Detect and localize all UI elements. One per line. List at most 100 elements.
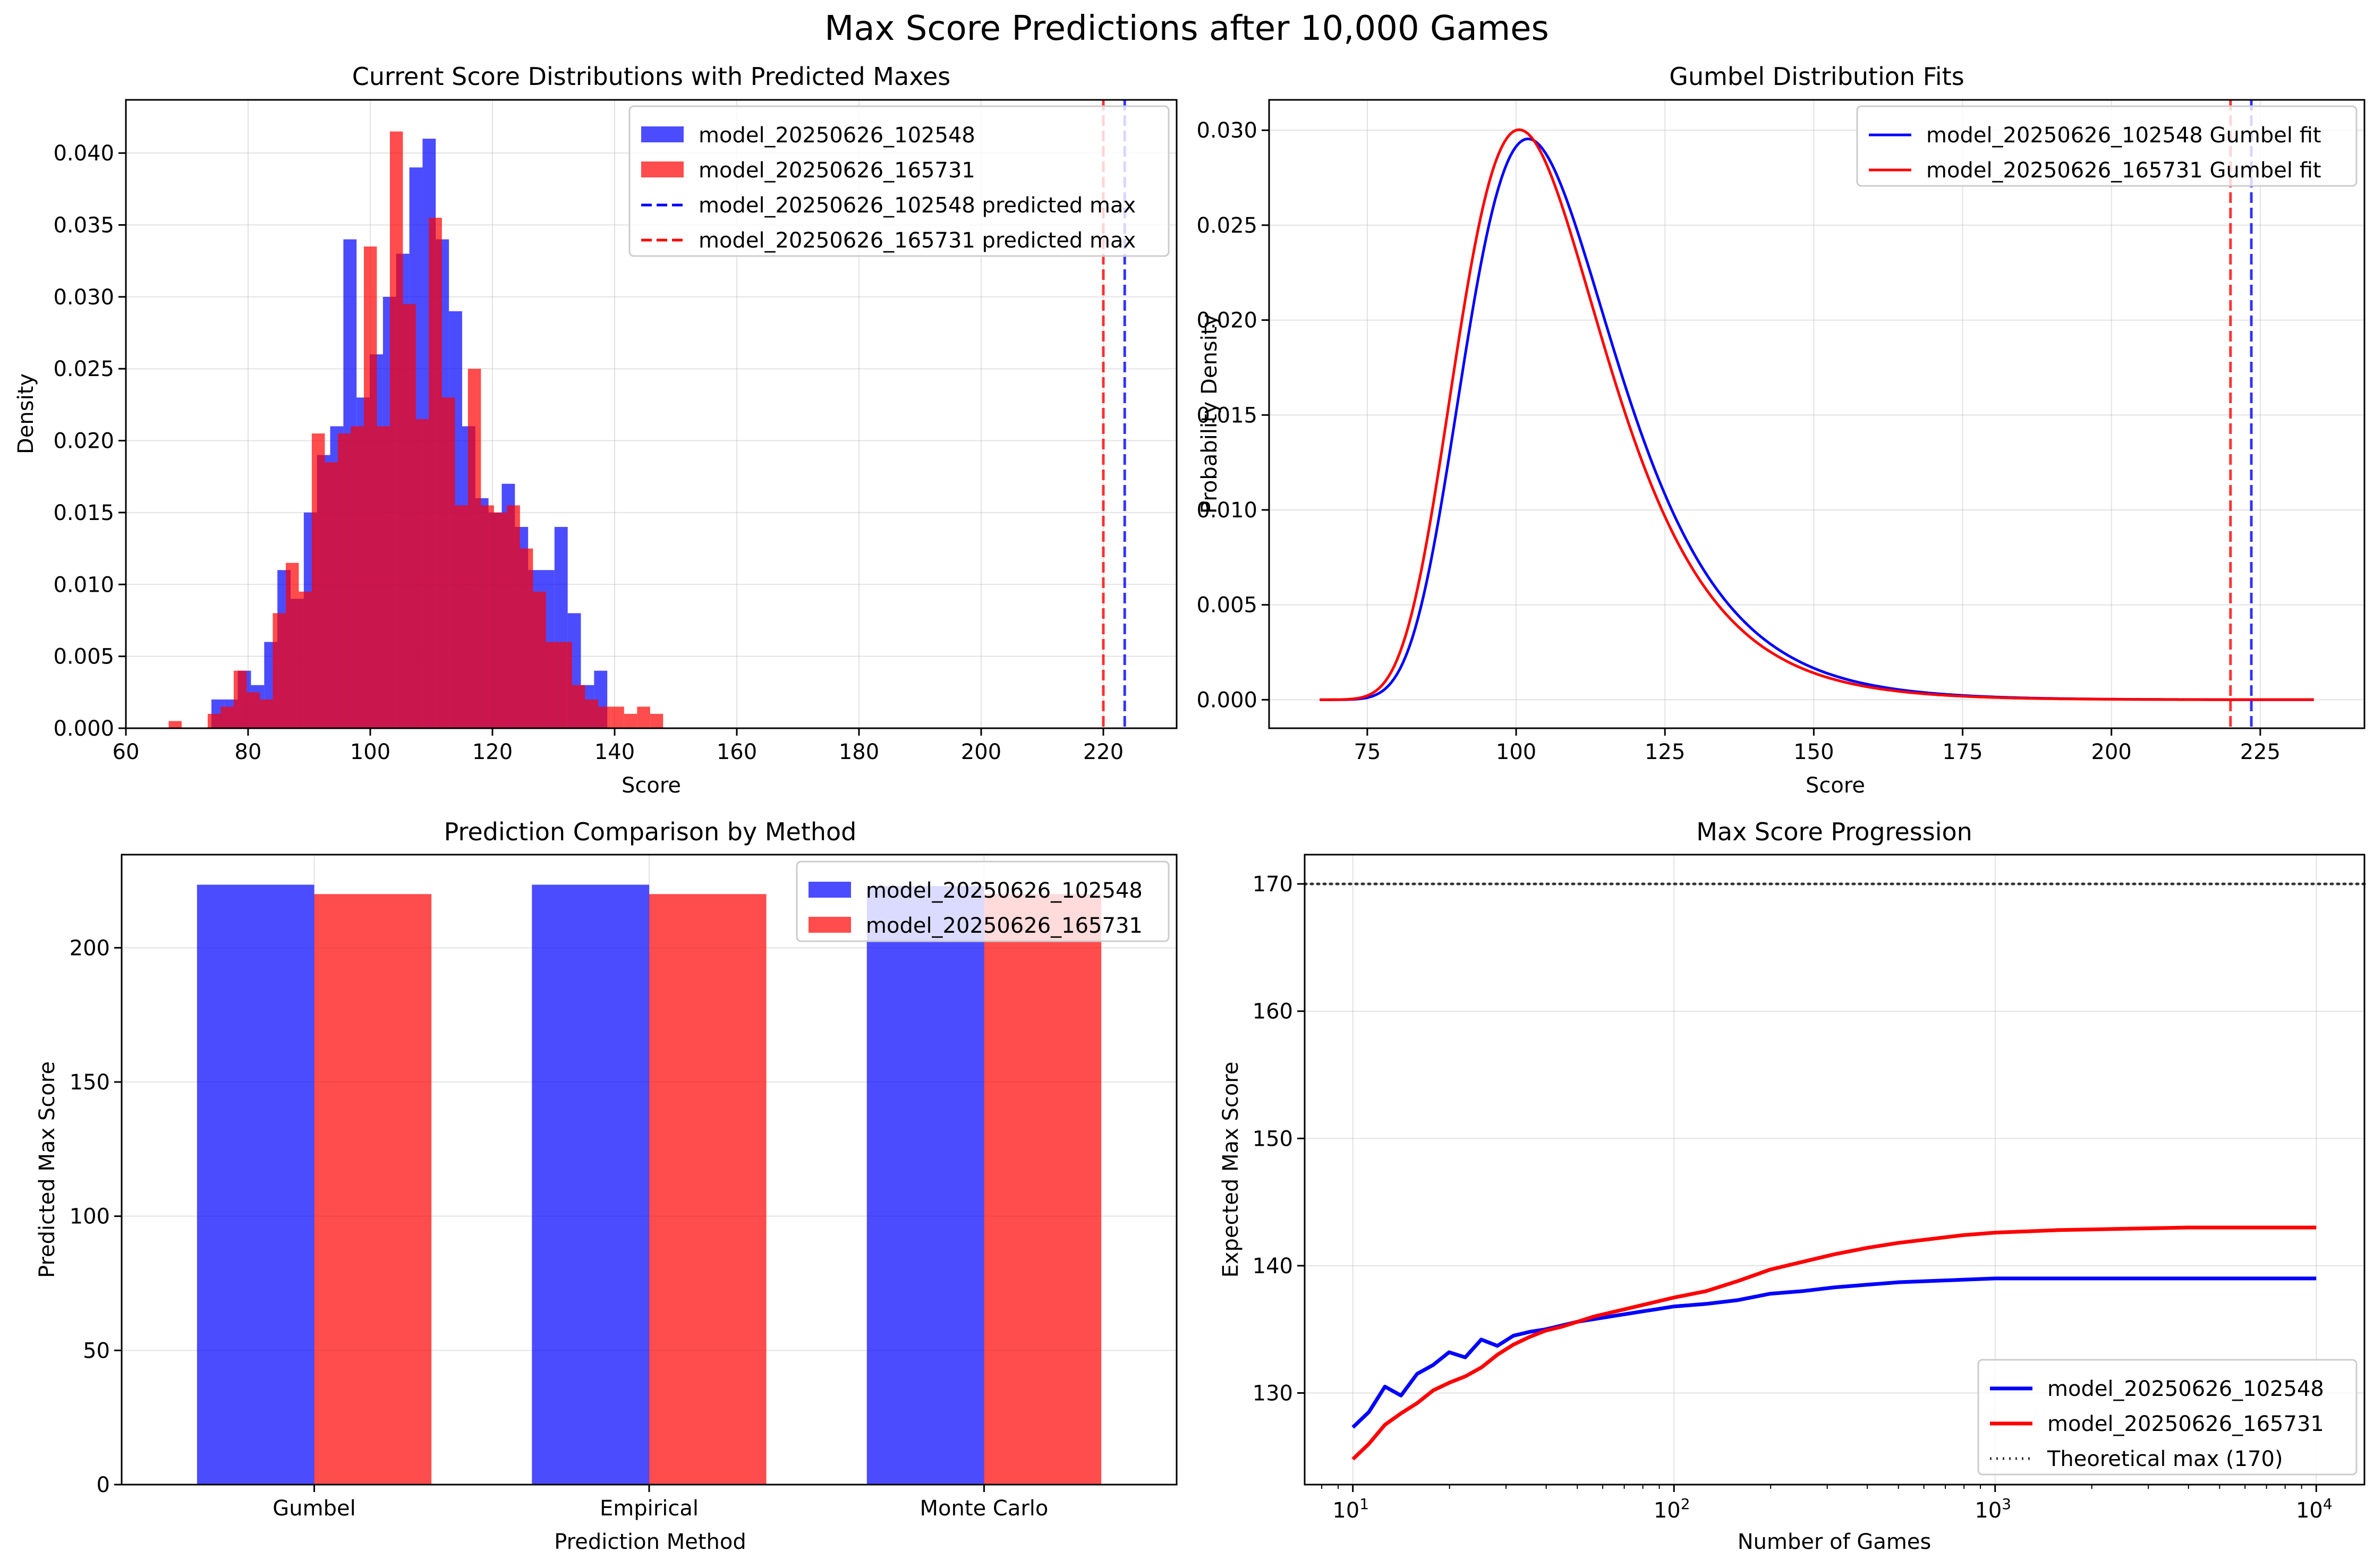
legend-entry: model_20250626_102548 [809, 879, 1143, 903]
x-tick-label: 160 [717, 740, 757, 764]
histogram-bar [507, 505, 520, 728]
x-tick-label: Gumbel [273, 1496, 355, 1521]
progression-line [1351, 1276, 2317, 1429]
method-comparison-x-label: Prediction Method [554, 1530, 746, 1554]
histogram-bar [403, 304, 416, 728]
x-tick-label: 125 [1645, 740, 1685, 764]
histogram-bar [246, 692, 260, 728]
histogram-bar [637, 706, 650, 728]
legend-box [1856, 105, 2358, 187]
histogram-bar [481, 505, 494, 728]
histogram-bar [585, 699, 598, 728]
x-tick-label: Empirical [600, 1496, 699, 1521]
histogram-bar [351, 426, 364, 728]
histogram-bar [624, 713, 637, 728]
legend-entry: model_20250626_165731 predicted max [641, 228, 1136, 253]
legend-entry: model_20250626_102548 predicted max [641, 193, 1136, 218]
method-comparison-panel: 0 50 100 150 200 Gumbel Empirical Monte Carlo P… [35, 817, 1178, 1554]
x-tick-label: 175 [1942, 740, 1982, 764]
y-tick-label: 0.030 [53, 285, 114, 310]
y-tick-label: 170 [1253, 872, 1293, 897]
legend-label: model_20250626_102548 [2047, 1377, 2324, 1401]
legend-label: model_20250626_165731 [2047, 1412, 2324, 1436]
y-tick-label: 0.025 [1196, 214, 1257, 238]
x-tick-label: 200 [961, 740, 1001, 764]
histogram-bar [259, 699, 273, 728]
gumbel-title: Gumbel Distribution Fits [1669, 62, 1964, 91]
legend-label: model_20250626_165731 [866, 914, 1143, 938]
histogram-series [168, 131, 663, 729]
legend-entry: model_20250626_102548 [1990, 1377, 2324, 1401]
x-tick-label: 101 [1332, 1495, 1369, 1523]
y-tick-label: 0.010 [1196, 498, 1257, 523]
x-tick-label: Monte Carlo [920, 1496, 1049, 1521]
legend-label: model_20250626_165731 Gumbel fit [1926, 158, 2321, 183]
histogram-bar [220, 706, 234, 728]
histogram-bar [233, 670, 247, 728]
histogram-bar [311, 433, 325, 728]
histogram-bar [598, 706, 611, 728]
x-tick-label: 102 [1654, 1495, 1690, 1523]
histogram-bar [363, 246, 377, 729]
y-tick-label: 0.030 [1196, 118, 1257, 143]
method-comparison-title: Prediction Comparison by Method [444, 817, 857, 846]
legend-label: model_20250626_102548 predicted max [699, 193, 1136, 218]
histogram-x-label: Score [622, 773, 681, 798]
legend-swatch [809, 882, 851, 898]
legend-label: model_20250626_102548 [866, 879, 1143, 903]
legend-entry: Theoretical max (170) [1990, 1447, 2283, 1471]
max-progression-panel: 130 140 150 160 170 101 102 103 104 Max Score Pr… [1219, 817, 2366, 1554]
legend-entry: model_20250626_102548 Gumbel fit [1869, 123, 2321, 148]
histogram-y-label: Density [14, 373, 38, 454]
x-tick-label: 80 [235, 740, 262, 764]
y-tick-label: 130 [1253, 1381, 1293, 1405]
y-tick-label: 150 [1253, 1127, 1293, 1151]
x-tick-label: 120 [472, 740, 513, 764]
histogram-bar [207, 713, 221, 728]
legend-swatch [641, 161, 684, 177]
figure-title: Max Score Predictions after 10,000 Games [824, 9, 1549, 48]
x-tick-label: 140 [594, 740, 635, 764]
method-comparison-y-label: Predicted Max Score [35, 1061, 59, 1278]
max-progression-title: Max Score Progression [1696, 817, 1972, 846]
gumbel-panel: 0.000 0.005 0.010 0.015 0.020 0.025 0.030 75 100… [1196, 62, 2366, 798]
histogram-bar [168, 721, 182, 728]
y-tick-label: 160 [1253, 1000, 1293, 1024]
histogram-bar [285, 563, 299, 728]
y-tick-label: 0.010 [53, 573, 114, 597]
legend-swatch [809, 917, 851, 933]
histogram-bar [559, 642, 572, 728]
max-progression-y-label: Expected Max Score [1219, 1062, 1243, 1278]
histogram-bar [377, 426, 390, 728]
x-tick-label: 100 [350, 740, 390, 764]
y-tick-label: 0.040 [53, 141, 114, 166]
legend-box [1977, 1359, 2358, 1476]
method-bar [649, 894, 767, 1485]
legend-box [628, 105, 1170, 257]
histogram-bar [389, 131, 403, 729]
x-tick-label: 200 [2091, 740, 2132, 764]
legend-swatch [641, 126, 684, 142]
method-bar [984, 894, 1102, 1485]
y-tick-label: 0.005 [53, 645, 114, 669]
x-tick-label: 100 [1496, 740, 1536, 764]
histogram-bar [441, 397, 455, 728]
histogram-bar [533, 591, 546, 728]
histogram-bar [455, 505, 468, 728]
y-tick-label: 0.015 [53, 501, 114, 525]
y-tick-label: 0 [97, 1473, 110, 1497]
histogram-bar [572, 685, 585, 728]
legend-box [796, 860, 1170, 942]
gumbel-y-label: Probability Density [1197, 314, 1222, 514]
method-bar [197, 884, 314, 1485]
histogram-bar [337, 433, 351, 728]
histogram-bar [650, 713, 663, 728]
histogram-bar [467, 369, 481, 728]
x-tick-label: 103 [1975, 1495, 2011, 1523]
x-tick-label: 150 [1793, 740, 1834, 764]
histogram-panel: 0.000 0.005 0.010 0.015 0.020 0.025 0.030 0.035… [14, 62, 1178, 798]
legend-entry: model_20250626_102548 [641, 123, 975, 148]
gumbel-x-label: Score [1806, 773, 1865, 798]
legend-entry: model_20250626_165731 Gumbel fit [1869, 158, 2321, 183]
